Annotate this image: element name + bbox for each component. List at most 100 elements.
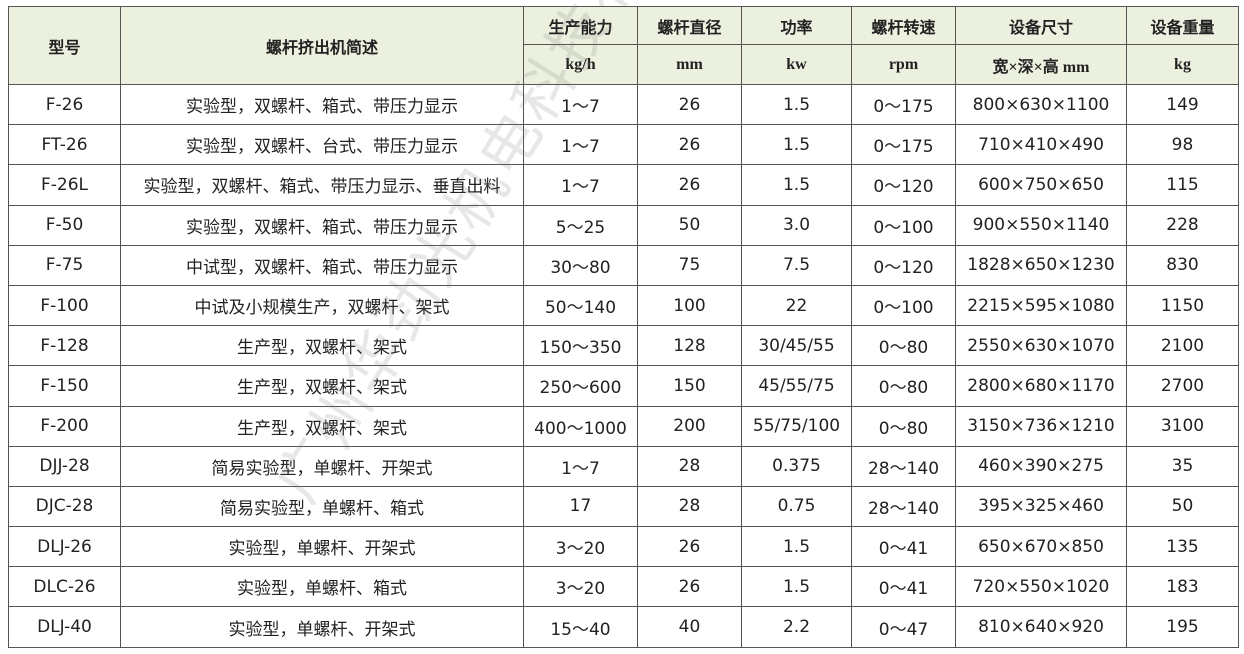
cell-size: 460×390×275 — [955, 445, 1127, 487]
cell-size: 650×670×850 — [955, 526, 1127, 568]
cell-power: 0.375 — [741, 445, 852, 487]
cell-weight: 98 — [1126, 124, 1239, 166]
header-power: 功率 — [741, 6, 852, 45]
cell-speed: 28～140 — [851, 485, 956, 528]
cell-power: 0.75 — [741, 485, 852, 528]
cell-model: DJC-28 — [8, 485, 121, 528]
cell-desc: 实验型，单螺杆、开架式 — [120, 606, 524, 648]
spec-table: 型号 螺杆挤出机简述 生产能力 螺杆直径 功率 螺杆转速 设备尺寸 设备重量 k… — [8, 6, 1239, 648]
cell-size: 3150×736×1210 — [955, 405, 1127, 447]
cell-speed: 28～140 — [851, 445, 956, 487]
cell-size: 2800×680×1170 — [955, 365, 1127, 407]
cell-desc: 简易实验型，单螺杆、箱式 — [120, 485, 524, 528]
header-row: 型号 螺杆挤出机简述 生产能力 螺杆直径 功率 螺杆转速 设备尺寸 设备重量 — [8, 6, 1239, 85]
cell-weight: 1150 — [1126, 284, 1239, 327]
cell-capacity: 150～350 — [523, 325, 638, 367]
cell-diameter: 200 — [637, 405, 742, 447]
cell-diameter: 128 — [637, 325, 742, 367]
cell-model: F-150 — [8, 365, 121, 407]
cell-desc: 实验型，双螺杆、台式、带压力显示 — [120, 124, 524, 166]
cell-speed: 0～41 — [851, 526, 956, 568]
cell-power: 22 — [741, 284, 852, 327]
cell-desc: 中试及小规模生产，双螺杆、架式 — [120, 284, 524, 327]
unit-capacity: kg/h — [523, 44, 638, 85]
cell-power: 3.0 — [741, 204, 852, 246]
cell-capacity: 3～20 — [523, 566, 638, 608]
cell-desc: 生产型，双螺杆、架式 — [120, 365, 524, 407]
cell-diameter: 26 — [637, 83, 742, 126]
cell-size: 2550×630×1070 — [955, 325, 1127, 367]
cell-model: F-26L — [8, 164, 121, 206]
table-row: F-26L 实验型，双螺杆、箱式、带压力显示、垂直出料 1～7 26 1.5 0～120 6… — [8, 164, 1239, 206]
cell-power: 45/55/75 — [741, 365, 852, 407]
table-row: DJC-28 简易实验型，单螺杆、箱式 17 28 0.75 28～140 395×325×… — [8, 485, 1239, 528]
header-diameter: 螺杆直径 — [637, 6, 742, 45]
cell-desc: 实验型，双螺杆、箱式、带压力显示 — [120, 83, 524, 126]
table-row: F-100 中试及小规模生产，双螺杆、架式 50～140 100 22 0～100 2215… — [8, 284, 1239, 327]
cell-model: DJJ-28 — [8, 445, 121, 487]
cell-speed: 0～175 — [851, 124, 956, 166]
cell-model: FT-26 — [8, 124, 121, 166]
table-row: DLC-26 实验型，单螺杆、箱式 3～20 26 1.5 0～41 720×550×102… — [8, 566, 1239, 608]
cell-size: 720×550×1020 — [955, 566, 1127, 608]
cell-diameter: 28 — [637, 445, 742, 487]
table-row: FT-26 实验型，双螺杆、台式、带压力显示 1～7 26 1.5 0～175 710×41… — [8, 124, 1239, 166]
cell-power: 1.5 — [741, 526, 852, 568]
header-speed: 螺杆转速 — [851, 6, 956, 45]
table-row: DJJ-28 简易实验型，单螺杆、开架式 1～7 28 0.375 28～140 460×3… — [8, 445, 1239, 487]
header-size: 设备尺寸 — [955, 6, 1127, 45]
cell-capacity: 400～1000 — [523, 405, 638, 447]
cell-size: 600×750×650 — [955, 164, 1127, 206]
table-row: DLJ-40 实验型，单螺杆、开架式 15～40 40 2.2 0～47 810×640×9… — [8, 606, 1239, 648]
cell-model: F-75 — [8, 244, 121, 286]
cell-capacity: 1～7 — [523, 164, 638, 206]
table-row: F-26 实验型，双螺杆、箱式、带压力显示 1～7 26 1.5 0～175 800×630… — [8, 83, 1239, 126]
cell-speed: 0～100 — [851, 284, 956, 327]
header-weight: 设备重量 — [1126, 6, 1239, 45]
cell-weight: 35 — [1126, 445, 1239, 487]
cell-power: 1.5 — [741, 83, 852, 126]
table-row: F-75 中试型，双螺杆、箱式、带压力显示 30～80 75 7.5 0～120 1828×… — [8, 244, 1239, 286]
cell-desc: 生产型，双螺杆、架式 — [120, 325, 524, 367]
cell-weight: 228 — [1126, 204, 1239, 246]
cell-capacity: 50～140 — [523, 284, 638, 327]
cell-speed: 0～175 — [851, 83, 956, 126]
cell-weight: 183 — [1126, 566, 1239, 608]
cell-size: 900×550×1140 — [955, 204, 1127, 246]
cell-speed: 0～80 — [851, 365, 956, 407]
cell-size: 1828×650×1230 — [955, 244, 1127, 286]
unit-speed: rpm — [851, 44, 956, 85]
cell-speed: 0～100 — [851, 204, 956, 246]
cell-desc: 生产型，双螺杆、架式 — [120, 405, 524, 447]
cell-power: 1.5 — [741, 124, 852, 166]
cell-desc: 中试型，双螺杆、箱式、带压力显示 — [120, 244, 524, 286]
cell-model: F-128 — [8, 325, 121, 367]
cell-diameter: 40 — [637, 606, 742, 648]
table-row: F-128 生产型，双螺杆、架式 150～350 128 30/45/55 0～80 255… — [8, 325, 1239, 367]
cell-diameter: 150 — [637, 365, 742, 407]
cell-weight: 50 — [1126, 485, 1239, 528]
cell-power: 55/75/100 — [741, 405, 852, 447]
cell-model: F-100 — [8, 284, 121, 327]
unit-weight: kg — [1126, 44, 1239, 85]
cell-diameter: 26 — [637, 566, 742, 608]
cell-weight: 115 — [1126, 164, 1239, 206]
cell-desc: 实验型，单螺杆、开架式 — [120, 526, 524, 568]
cell-diameter: 75 — [637, 244, 742, 286]
cell-desc: 简易实验型，单螺杆、开架式 — [120, 445, 524, 487]
cell-capacity: 1～7 — [523, 83, 638, 126]
cell-model: F-200 — [8, 405, 121, 447]
header-capacity: 生产能力 — [523, 6, 638, 45]
cell-speed: 0～80 — [851, 325, 956, 367]
cell-power: 30/45/55 — [741, 325, 852, 367]
cell-capacity: 30～80 — [523, 244, 638, 286]
cell-capacity: 250～600 — [523, 365, 638, 407]
table-row: F-200 生产型，双螺杆、架式 400～1000 200 55/75/100 0～80 3… — [8, 405, 1239, 447]
cell-size: 810×640×920 — [955, 606, 1127, 648]
cell-diameter: 26 — [637, 124, 742, 166]
unit-size: 宽×深×高 mm — [955, 44, 1127, 85]
cell-capacity: 3～20 — [523, 526, 638, 568]
cell-speed: 0～41 — [851, 566, 956, 608]
cell-weight: 2100 — [1126, 325, 1239, 367]
table-row: F-50 实验型，双螺杆、箱式、带压力显示 5～25 50 3.0 0～100 900×55… — [8, 204, 1239, 246]
